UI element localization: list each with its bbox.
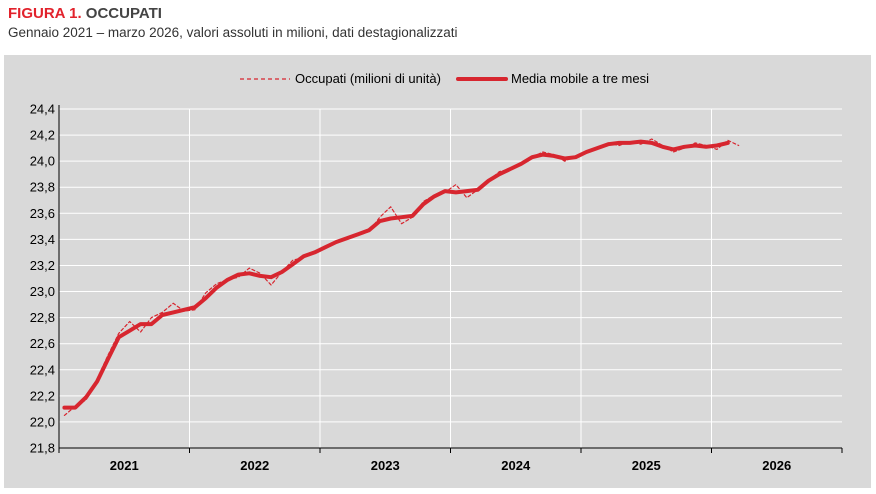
y-tick-label: 23,0 <box>30 284 55 299</box>
y-tick-label: 22,8 <box>30 310 55 325</box>
x-tick-label: 2024 <box>501 458 531 473</box>
y-tick-label: 24,4 <box>30 102 55 117</box>
y-tick-label: 24,0 <box>30 154 55 169</box>
figure-header: FIGURA 1. OCCUPATI Gennaio 2021 – marzo … <box>8 5 458 41</box>
chart-panel: 21,8 22,0 22,2 22,4 22,6 22,8 23,0 23,2 23,4 23,6… <box>4 55 871 488</box>
legend-label-occupati: Occupati (milioni di unità) <box>295 71 441 86</box>
series <box>62 138 740 416</box>
y-tick-label: 23,2 <box>30 258 55 273</box>
y-tick-label: 23,6 <box>30 206 55 221</box>
line-chart: 21,8 22,0 22,2 22,4 22,6 22,8 23,0 23,2 23,4 23,6… <box>30 71 843 473</box>
figure-number: FIGURA 1. <box>8 5 82 22</box>
figure-subtitle: Gennaio 2021 – marzo 2026, valori assolu… <box>8 25 458 40</box>
y-tick-label: 23,8 <box>30 180 55 195</box>
grid <box>59 108 842 448</box>
figure-title: FIGURA 1. OCCUPATI <box>8 5 458 23</box>
x-tick-label: 2023 <box>371 458 400 473</box>
x-tick-label: 2026 <box>762 458 791 473</box>
legend-label-media-mobile: Media mobile a tre mesi <box>511 71 649 86</box>
series-line-occupati <box>63 138 740 416</box>
y-tick-label: 22,6 <box>30 336 55 351</box>
y-tick-label: 22,2 <box>30 388 55 403</box>
figure-name: OCCUPATI <box>85 5 162 22</box>
y-tick-label: 23,4 <box>30 232 55 247</box>
series-points-0 <box>64 139 738 415</box>
series-line-media-mobile <box>62 139 730 410</box>
y-tick-label: 21,8 <box>30 441 55 456</box>
y-tick-label: 24,2 <box>30 128 55 143</box>
y-tick-label: 22,0 <box>30 414 55 429</box>
series-points-1 <box>64 142 727 408</box>
legend: Occupati (milioni di unità) Media mobile… <box>240 71 649 86</box>
axes: 21,8 22,0 22,2 22,4 22,6 22,8 23,0 23,2 23,4 23,6… <box>30 102 843 473</box>
x-tick-label: 2025 <box>632 458 661 473</box>
y-tick-label: 22,4 <box>30 362 55 377</box>
x-tick-label: 2021 <box>110 458 139 473</box>
x-tick-label: 2022 <box>240 458 269 473</box>
